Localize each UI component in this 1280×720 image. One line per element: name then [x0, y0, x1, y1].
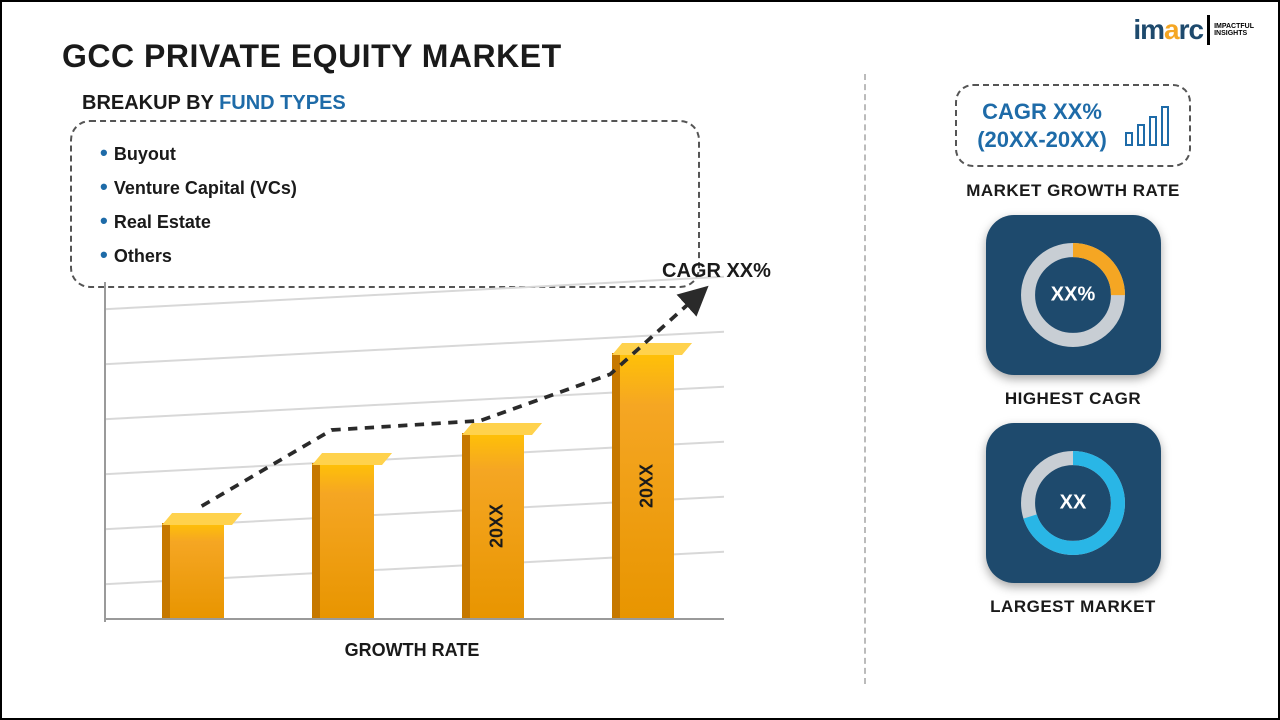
donut-1-label: XX% [1051, 284, 1095, 307]
cagr-summary-box: CAGR XX% (20XX-20XX) [955, 84, 1191, 167]
fund-type-item: Buyout [100, 136, 670, 170]
donut-chart-1: XX% [1014, 236, 1132, 354]
chart-x-axis [104, 618, 724, 620]
chart-y-axis [104, 282, 106, 622]
breakup-subtitle: BREAKUP BY FUND TYPES [82, 92, 346, 115]
largest-market-caption: LARGEST MARKET [990, 597, 1156, 617]
bar-chart-icon [1125, 106, 1169, 146]
fund-types-list: BuyoutVenture Capital (VCs)Real EstateOt… [100, 136, 670, 272]
brand-logo: imarc IMPACTFUL INSIGHTS [1133, 14, 1254, 46]
logo-divider [1207, 15, 1210, 45]
highest-cagr-card: XX% [986, 215, 1161, 375]
growth-rate-label: MARKET GROWTH RATE [966, 181, 1180, 201]
fund-type-item: Real Estate [100, 204, 670, 238]
cagr-summary-text: CAGR XX% (20XX-20XX) [977, 98, 1107, 153]
vertical-divider [864, 74, 866, 684]
page-title: GCC PRIVATE EQUITY MARKET [62, 38, 562, 75]
logo-text: imarc [1133, 14, 1203, 46]
fund-types-box: BuyoutVenture Capital (VCs)Real EstateOt… [70, 120, 700, 288]
chart-bar: 20XX [612, 353, 682, 618]
donut-2-label: XX [1060, 492, 1087, 515]
chart-bars: 20XX 20XX [132, 282, 732, 618]
chart-cagr-label: CAGR XX% [662, 260, 771, 283]
chart-x-axis-label: GROWTH RATE [72, 640, 752, 661]
logo-tagline: IMPACTFUL INSIGHTS [1214, 23, 1254, 37]
growth-bar-chart: 20XX20XX CAGR XX% GROWTH RATE [72, 282, 772, 662]
chart-bar [312, 463, 382, 618]
chart-bar [162, 523, 232, 618]
highest-cagr-caption: HIGHEST CAGR [1005, 389, 1141, 409]
side-panel: CAGR XX% (20XX-20XX) MARKET GROWTH RATE … [908, 84, 1238, 617]
largest-market-card: XX [986, 423, 1161, 583]
fund-type-item: Venture Capital (VCs) [100, 170, 670, 204]
fund-type-item: Others [100, 238, 670, 272]
chart-bar: 20XX [462, 433, 532, 618]
donut-chart-2: XX [1014, 444, 1132, 562]
